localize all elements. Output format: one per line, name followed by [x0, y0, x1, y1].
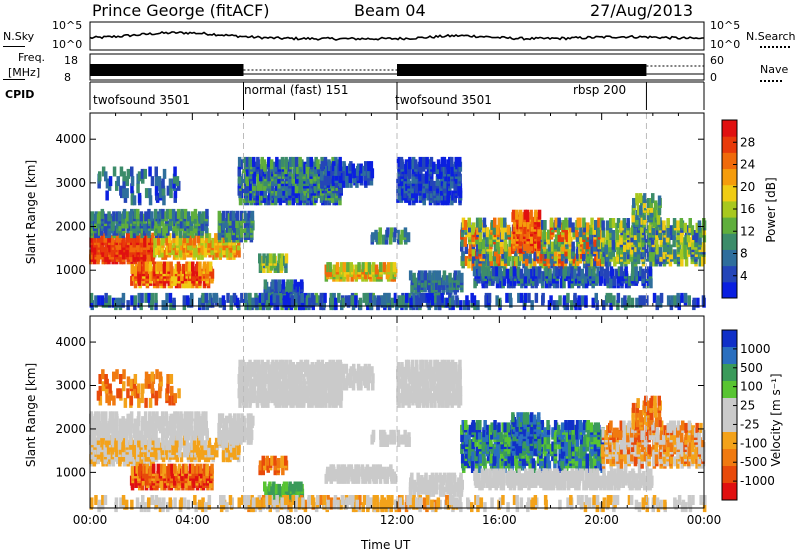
power-colorbar-cell — [722, 249, 737, 267]
xtick-label: 12:00 — [380, 513, 415, 527]
strip-layer — [89, 21, 705, 110]
ytick-label: 1000 — [55, 465, 86, 479]
power-colorbar-cell — [722, 168, 737, 186]
nsky-label: N.Sky — [3, 30, 35, 43]
xtick-label: 20:00 — [584, 513, 619, 527]
xtick-label: 08:00 — [277, 513, 312, 527]
nave-legend-line — [760, 80, 782, 82]
axes-layer: 1000 2000 3000 4000 1000 2000 3000 4000 00:00 04:… — [55, 112, 775, 527]
velocity-colorbar-tick-label: -1000 — [740, 474, 775, 488]
nsearch-legend-line — [760, 46, 790, 48]
power-yaxis-label: Slant Range [km] — [24, 159, 38, 265]
freq-legend-line — [3, 79, 25, 80]
power-panel — [89, 156, 707, 311]
nsearch-tick-top: 10^5 — [710, 19, 741, 32]
ytick-label: 2000 — [55, 220, 86, 234]
velocity-colorbar-cell — [722, 449, 737, 467]
velocity-colorbar-tick-label: -25 — [740, 417, 760, 431]
power-colorbar-cell — [722, 265, 737, 283]
velocity-colorbar-cell — [722, 381, 737, 399]
velocity-colorbar-frame — [721, 329, 738, 501]
power-colorbar-tick-label: 8 — [740, 247, 748, 261]
cpid-segment-label: twofsound 3501 — [395, 93, 492, 107]
station-title: Prince George (fitACF) — [92, 1, 270, 20]
velocity-colorbar-cell — [722, 432, 737, 450]
velocity-colorbar-cell — [722, 466, 737, 484]
power-colorbar-cell — [722, 120, 737, 137]
nsky-legend-line — [3, 46, 25, 47]
power-colorbar-tick-label: 12 — [740, 224, 755, 238]
ytick-label: 2000 — [55, 422, 86, 436]
xtick-label: 04:00 — [175, 513, 210, 527]
velocity-colorbar-cell — [722, 330, 737, 348]
power-colorbar-cell — [722, 136, 737, 153]
xtick-label: 00:00 — [73, 513, 108, 527]
ytick-label: 4000 — [55, 335, 86, 349]
freq-tick-top: 18 — [64, 54, 78, 67]
nsearch-label: N.Search — [746, 30, 796, 43]
velocity-colorbar-tick-label: 1000 — [740, 342, 771, 356]
freq-label: Freq. — [18, 51, 46, 64]
velocity-colorbar-cell — [722, 483, 737, 501]
cpid-segment-label: twofsound 3501 — [93, 93, 190, 107]
xtick-label: 00:00 — [687, 513, 722, 527]
power-colorbar-cell — [722, 200, 737, 218]
velocity-colorbar-cell — [722, 415, 737, 433]
velocity-colorbar-tick-label: 25 — [740, 399, 755, 413]
nsky-tick-top: 10^5 — [52, 19, 83, 32]
velocity-yaxis-label: Slant Range [km] — [24, 362, 38, 468]
power-colorbar-tick-label: 24 — [740, 158, 755, 172]
velocity-colorbar-tick-label: 100 — [740, 380, 763, 394]
beam-title: Beam 04 — [354, 1, 426, 20]
velocity-colorbar-tick-label: -500 — [740, 455, 767, 469]
velocity-colorbar-tick-label: 500 — [740, 361, 763, 375]
power-colorbar-label: Power [dB] — [764, 177, 778, 243]
power-colorbar-cell — [722, 281, 737, 299]
power-colorbar-cell — [722, 152, 737, 170]
nsearch-tick-bottom: 10^0 — [710, 38, 741, 51]
ytick-label: 1000 — [55, 263, 86, 277]
freq-bar-seg3 — [397, 64, 647, 76]
velocity-colorbar-cell — [722, 347, 737, 365]
cpid-label: CPID — [5, 88, 35, 101]
ytick-label: 3000 — [55, 176, 86, 190]
xaxis-label: Time UT — [361, 538, 411, 552]
cpid-segment-label: normal (fast) 151 — [244, 83, 349, 97]
freq-tick-bottom: 8 — [64, 71, 71, 84]
freq-bar-seg1 — [90, 64, 244, 76]
velocity-colorbar-cell — [722, 398, 737, 416]
velocity-colorbar-cell — [722, 364, 737, 382]
power-colorbar-tick-label: 20 — [740, 180, 755, 194]
ytick-label: 4000 — [55, 132, 86, 146]
power-colorbar-tick-label: 16 — [740, 202, 755, 216]
power-colorbar-cell — [722, 217, 737, 234]
freq-unit: [MHz] — [8, 66, 41, 79]
power-colorbar-cell — [722, 184, 737, 202]
velocity-colorbar-tick-label: -100 — [740, 436, 767, 450]
velocity-panel — [89, 359, 707, 513]
nave-tick-top: 60 — [710, 54, 724, 67]
cpid-segment-label: rbsp 200 — [573, 83, 627, 97]
nsky-tick-bottom: 10^0 — [52, 38, 83, 51]
nave-label: Nave — [760, 63, 789, 76]
nsky-trace — [89, 31, 704, 41]
nsky-frame — [89, 21, 705, 51]
power-colorbar-cell — [722, 233, 737, 250]
nave-tick-bottom: 0 — [710, 71, 717, 84]
xtick-label: 16:00 — [482, 513, 517, 527]
power-colorbar-tick-label: 4 — [740, 269, 748, 283]
power-colorbar-tick-label: 28 — [740, 135, 755, 149]
date-title: 27/Aug/2013 — [590, 1, 694, 20]
ytick-label: 3000 — [55, 379, 86, 393]
velocity-colorbar-label: Velocity [m s⁻¹] — [769, 373, 783, 467]
